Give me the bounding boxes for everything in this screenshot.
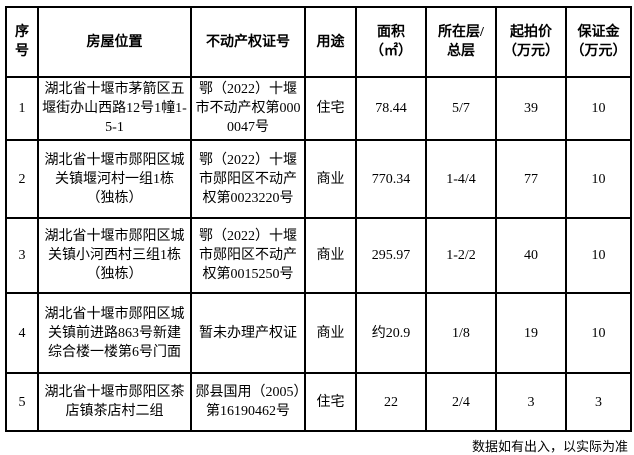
header-floor: 所在层/ 总层: [425, 6, 497, 78]
cell-floor: 2/4: [425, 372, 497, 432]
cell-use: 住宅: [304, 76, 357, 141]
cell-use: 商业: [304, 139, 357, 219]
cell-use: 商业: [304, 292, 357, 374]
cell-start-price: 39: [495, 76, 567, 141]
property-auction-table: 序 号 房屋位置 不动产权证号 用途 面积 （㎡） 所在层/ 总层 起拍价 （万…: [5, 6, 632, 432]
table-row: 3 湖北省十堰市郧阳区城关镇小河西村三组1栋（独栋） 鄂（2022）十堰市郧阳区…: [5, 217, 632, 294]
table-row: 1 湖北省十堰市茅箭区五堰街办山西路12号1幢1-5-1 鄂（2022）十堰市不…: [5, 76, 632, 141]
cell-cert-no: 鄂（2022）十堰市郧阳区不动产权第0023220号: [190, 139, 306, 219]
cell-deposit: 10: [565, 76, 632, 141]
table-row: 4 湖北省十堰市郧阳区城关镇前进路863号新建综合楼一楼第6号门面 暂未办理产权…: [5, 292, 632, 374]
header-deposit: 保证金 （万元）: [565, 6, 632, 78]
cell-seq-no: 3: [5, 217, 39, 294]
cell-deposit: 10: [565, 292, 632, 374]
cell-area: 约20.9: [355, 292, 427, 374]
cell-area: 22: [355, 372, 427, 432]
cell-floor: 1/8: [425, 292, 497, 374]
cell-seq-no: 1: [5, 76, 39, 141]
cell-deposit: 10: [565, 217, 632, 294]
cell-start-price: 77: [495, 139, 567, 219]
cell-location: 湖北省十堰市茅箭区五堰街办山西路12号1幢1-5-1: [37, 76, 192, 141]
cell-seq-no: 5: [5, 372, 39, 432]
cell-area: 78.44: [355, 76, 427, 141]
cell-floor: 1-4/4: [425, 139, 497, 219]
cell-start-price: 40: [495, 217, 567, 294]
cell-location: 湖北省十堰市郧阳区城关镇小河西村三组1栋（独栋）: [37, 217, 192, 294]
cell-start-price: 3: [495, 372, 567, 432]
cell-cert-no: 郧县国用（2005）第16190462号: [190, 372, 306, 432]
cell-location: 湖北省十堰市郧阳区城关镇堰河村一组1栋（独栋）: [37, 139, 192, 219]
cell-seq-no: 4: [5, 292, 39, 374]
header-location: 房屋位置: [37, 6, 192, 78]
cell-location: 湖北省十堰市郧阳区茶店镇茶店村二组: [37, 372, 192, 432]
cell-deposit: 3: [565, 372, 632, 432]
cell-deposit: 10: [565, 139, 632, 219]
cell-floor: 5/7: [425, 76, 497, 141]
table-header-row: 序 号 房屋位置 不动产权证号 用途 面积 （㎡） 所在层/ 总层 起拍价 （万…: [5, 6, 632, 78]
header-use: 用途: [304, 6, 357, 78]
header-cert-no: 不动产权证号: [190, 6, 306, 78]
cell-area: 770.34: [355, 139, 427, 219]
cell-area: 295.97: [355, 217, 427, 294]
cell-seq-no: 2: [5, 139, 39, 219]
data-disclaimer-note: 数据如有出入，以实际为准: [471, 439, 628, 454]
cell-use: 商业: [304, 217, 357, 294]
cell-start-price: 19: [495, 292, 567, 374]
cell-use: 住宅: [304, 372, 357, 432]
table-row: 2 湖北省十堰市郧阳区城关镇堰河村一组1栋（独栋） 鄂（2022）十堰市郧阳区不…: [5, 139, 632, 219]
header-area: 面积 （㎡）: [355, 6, 427, 78]
cell-cert-no: 鄂（2022）十堰市不动产权第0000047号: [190, 76, 306, 141]
header-seq-no: 序 号: [5, 6, 39, 78]
cell-cert-no: 鄂（2022）十堰市郧阳区不动产权第0015250号: [190, 217, 306, 294]
header-start-price: 起拍价 （万元）: [495, 6, 567, 78]
cell-location: 湖北省十堰市郧阳区城关镇前进路863号新建综合楼一楼第6号门面: [37, 292, 192, 374]
table-row: 5 湖北省十堰市郧阳区茶店镇茶店村二组 郧县国用（2005）第16190462号…: [5, 372, 632, 432]
cell-cert-no: 暂未办理产权证: [190, 292, 306, 374]
cell-floor: 1-2/2: [425, 217, 497, 294]
